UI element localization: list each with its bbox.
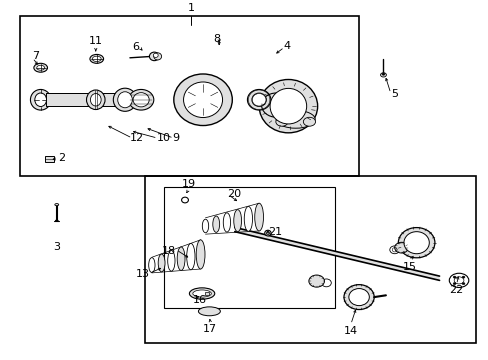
Circle shape: [461, 283, 464, 285]
Text: 11: 11: [89, 36, 102, 46]
Ellipse shape: [259, 80, 317, 133]
Bar: [163, 187, 334, 308]
Ellipse shape: [233, 210, 241, 232]
Ellipse shape: [192, 290, 211, 297]
Ellipse shape: [321, 279, 330, 287]
Ellipse shape: [212, 216, 219, 232]
Bar: [44, 156, 54, 162]
Ellipse shape: [189, 288, 214, 299]
Ellipse shape: [55, 220, 58, 221]
Ellipse shape: [264, 230, 270, 236]
Text: 14: 14: [343, 325, 357, 336]
Text: 2: 2: [58, 153, 65, 163]
Text: 13: 13: [135, 269, 149, 279]
Ellipse shape: [348, 289, 368, 306]
Text: 17: 17: [203, 324, 217, 334]
Polygon shape: [234, 228, 439, 280]
Text: 6: 6: [132, 42, 140, 52]
Ellipse shape: [35, 93, 46, 107]
Ellipse shape: [128, 89, 154, 110]
Ellipse shape: [244, 206, 252, 231]
Text: 9: 9: [172, 133, 179, 143]
Circle shape: [452, 276, 455, 278]
Ellipse shape: [167, 251, 175, 271]
Ellipse shape: [394, 242, 407, 253]
Text: 20: 20: [227, 189, 241, 199]
Ellipse shape: [183, 82, 222, 117]
Ellipse shape: [389, 246, 399, 254]
Ellipse shape: [247, 89, 270, 110]
Text: 21: 21: [267, 227, 282, 237]
Ellipse shape: [177, 247, 184, 270]
Ellipse shape: [86, 90, 105, 109]
Ellipse shape: [269, 89, 306, 124]
Text: 4: 4: [283, 41, 290, 51]
Text: 1: 1: [187, 3, 194, 13]
Bar: [20, 16, 358, 176]
Ellipse shape: [154, 53, 161, 60]
Circle shape: [448, 273, 468, 288]
Circle shape: [461, 276, 464, 278]
Text: 16: 16: [193, 294, 207, 305]
Ellipse shape: [276, 111, 315, 128]
Ellipse shape: [251, 93, 266, 107]
Ellipse shape: [113, 88, 137, 111]
Ellipse shape: [90, 94, 101, 106]
Bar: [46, 93, 136, 106]
Ellipse shape: [148, 258, 155, 273]
Ellipse shape: [303, 117, 315, 126]
Text: 3: 3: [53, 242, 60, 252]
Ellipse shape: [403, 232, 428, 254]
Ellipse shape: [55, 203, 59, 206]
Text: 15: 15: [403, 261, 416, 271]
Ellipse shape: [133, 93, 149, 107]
Ellipse shape: [118, 92, 132, 108]
Bar: [204, 292, 209, 295]
Text: 12: 12: [130, 133, 144, 143]
Ellipse shape: [186, 243, 195, 270]
Ellipse shape: [223, 213, 230, 232]
Text: 8: 8: [212, 34, 220, 44]
Ellipse shape: [381, 73, 384, 75]
Text: 5: 5: [390, 89, 397, 99]
Ellipse shape: [153, 53, 158, 58]
Ellipse shape: [198, 307, 220, 316]
Ellipse shape: [343, 285, 373, 310]
Ellipse shape: [380, 73, 386, 77]
Ellipse shape: [173, 74, 232, 126]
Ellipse shape: [202, 219, 208, 233]
Text: 18: 18: [162, 246, 176, 256]
Ellipse shape: [196, 240, 204, 269]
Ellipse shape: [398, 228, 434, 258]
Ellipse shape: [158, 254, 164, 272]
Ellipse shape: [254, 203, 263, 231]
Ellipse shape: [275, 117, 287, 126]
Ellipse shape: [34, 63, 47, 72]
Text: 10: 10: [157, 133, 170, 143]
Text: 19: 19: [181, 179, 195, 189]
Ellipse shape: [308, 275, 324, 287]
Text: 7: 7: [32, 51, 40, 61]
Bar: [144, 176, 475, 343]
Ellipse shape: [92, 56, 101, 62]
Ellipse shape: [149, 52, 159, 60]
Ellipse shape: [181, 197, 188, 203]
Text: 22: 22: [448, 285, 463, 295]
Circle shape: [452, 283, 455, 285]
Ellipse shape: [30, 89, 51, 110]
Ellipse shape: [37, 65, 44, 70]
Ellipse shape: [90, 54, 103, 63]
